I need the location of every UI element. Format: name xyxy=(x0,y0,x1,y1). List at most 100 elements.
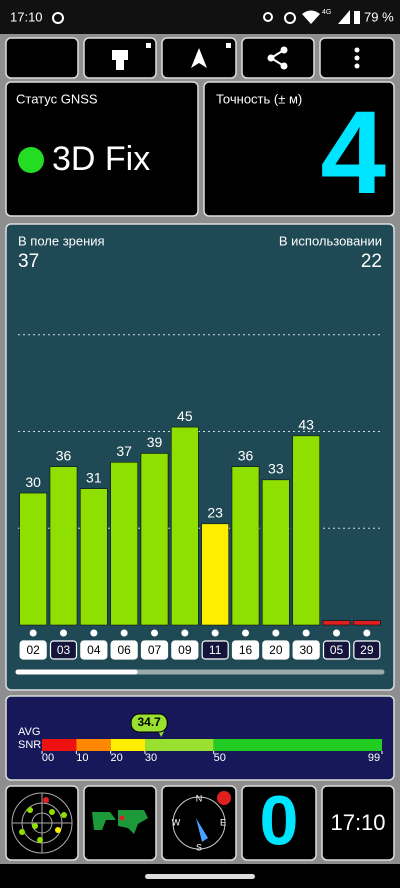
status-icon xyxy=(52,12,64,24)
count-value: 0 xyxy=(260,781,299,859)
prn-box[interactable] xyxy=(140,640,169,660)
bar xyxy=(201,523,229,626)
prn-label: 16 xyxy=(239,643,253,657)
prn-box[interactable] xyxy=(353,640,381,660)
prn-box[interactable] xyxy=(201,640,229,660)
share-icon xyxy=(267,46,288,70)
bar xyxy=(19,492,47,626)
satellite-dot xyxy=(29,629,37,637)
snr-marker xyxy=(158,731,165,737)
in-use-value: 22 xyxy=(361,251,382,272)
value-label: 45 xyxy=(177,408,193,424)
prn-box[interactable] xyxy=(80,640,108,660)
compass-s: S xyxy=(196,842,202,852)
gnss-status-value: 3D Fix xyxy=(52,140,150,178)
radar-icon xyxy=(11,792,73,854)
accuracy-panel xyxy=(203,81,395,217)
status-network: 4G xyxy=(322,9,331,16)
signal-icon xyxy=(338,10,350,24)
bar xyxy=(171,426,199,626)
compass-n: N xyxy=(196,793,203,803)
satellite-dot xyxy=(333,629,340,637)
position-dot xyxy=(119,815,125,821)
in-view-label: В поле зрения xyxy=(18,233,105,248)
prn-label: 09 xyxy=(178,643,192,657)
compass-e: E xyxy=(220,817,226,827)
prn-box[interactable] xyxy=(322,640,351,660)
prn-label: 30 xyxy=(299,643,313,657)
value-label: 36 xyxy=(56,447,72,463)
fix-indicator xyxy=(18,147,44,173)
satellite-dot xyxy=(302,629,310,637)
location-icon xyxy=(263,12,273,22)
bar xyxy=(262,479,290,626)
menu-icon xyxy=(354,47,360,69)
status-bar xyxy=(0,0,400,34)
bar xyxy=(292,435,320,626)
snr-segment xyxy=(213,739,382,751)
share-button[interactable] xyxy=(241,37,315,79)
wifi-icon xyxy=(302,10,320,24)
in-use-label: В использовании xyxy=(279,233,382,248)
bar xyxy=(353,620,381,626)
snr-segment xyxy=(42,739,77,751)
snr-bubble xyxy=(130,713,168,733)
accuracy-label: Точность (± м) xyxy=(216,91,302,106)
prn-box[interactable] xyxy=(19,640,47,660)
in-view-value: 37 xyxy=(18,251,39,272)
lock-icon xyxy=(146,43,151,48)
satellite-dot xyxy=(272,629,280,637)
satellite-dot xyxy=(60,629,67,637)
gnss-status-label: Статус GNSS xyxy=(16,91,98,106)
prn-box[interactable] xyxy=(292,640,320,660)
value-label: 37 xyxy=(116,443,132,459)
satellite-dot xyxy=(90,629,98,637)
accuracy-value: 4 xyxy=(320,87,386,219)
satellite-dot xyxy=(363,629,371,637)
lock-icon xyxy=(226,43,231,48)
snr-segment xyxy=(110,739,146,751)
status-time: 17:10 xyxy=(10,9,43,24)
snr-tick-label: 50 xyxy=(214,752,226,764)
prn-box[interactable] xyxy=(110,640,138,660)
prn-label: 05 xyxy=(330,643,344,657)
compass-ring xyxy=(172,796,226,850)
snr-tick-label: 00 xyxy=(42,752,54,764)
toolbar xyxy=(5,37,395,79)
bar xyxy=(231,466,260,626)
clock-tile[interactable] xyxy=(321,785,395,861)
compass-warning xyxy=(217,791,231,805)
bar xyxy=(322,620,351,626)
radar-dots xyxy=(19,797,67,843)
count-tile[interactable] xyxy=(241,785,317,861)
prn-label: 29 xyxy=(360,643,374,657)
compass-needle xyxy=(196,818,208,842)
snr-label-top: AVG xyxy=(18,726,40,738)
night-mode-button[interactable] xyxy=(5,37,79,79)
clock-value: 17:10 xyxy=(330,810,385,835)
prn-box[interactable] xyxy=(231,640,260,660)
value-label: 39 xyxy=(147,434,163,450)
prn-label: 07 xyxy=(148,643,162,657)
snr-tick-label: 20 xyxy=(111,752,123,764)
battery-icon xyxy=(354,11,360,24)
bar xyxy=(49,466,78,626)
bar xyxy=(140,453,169,626)
prn-box[interactable] xyxy=(262,640,290,660)
prn-label: 11 xyxy=(209,643,222,657)
snr-value: 34.7 xyxy=(137,715,161,729)
snr-tick-label: 30 xyxy=(145,752,157,764)
compass-w: W xyxy=(172,817,181,827)
prn-box[interactable] xyxy=(49,640,78,660)
prn-label: 06 xyxy=(117,643,131,657)
prn-box[interactable] xyxy=(171,640,199,660)
satellite-dot xyxy=(120,629,128,637)
value-label: 30 xyxy=(25,474,41,490)
home-pill[interactable] xyxy=(145,874,255,879)
person-icon xyxy=(112,50,128,70)
world-map xyxy=(92,810,148,834)
prn-label: 02 xyxy=(26,643,40,657)
arrow-icon xyxy=(191,48,207,68)
